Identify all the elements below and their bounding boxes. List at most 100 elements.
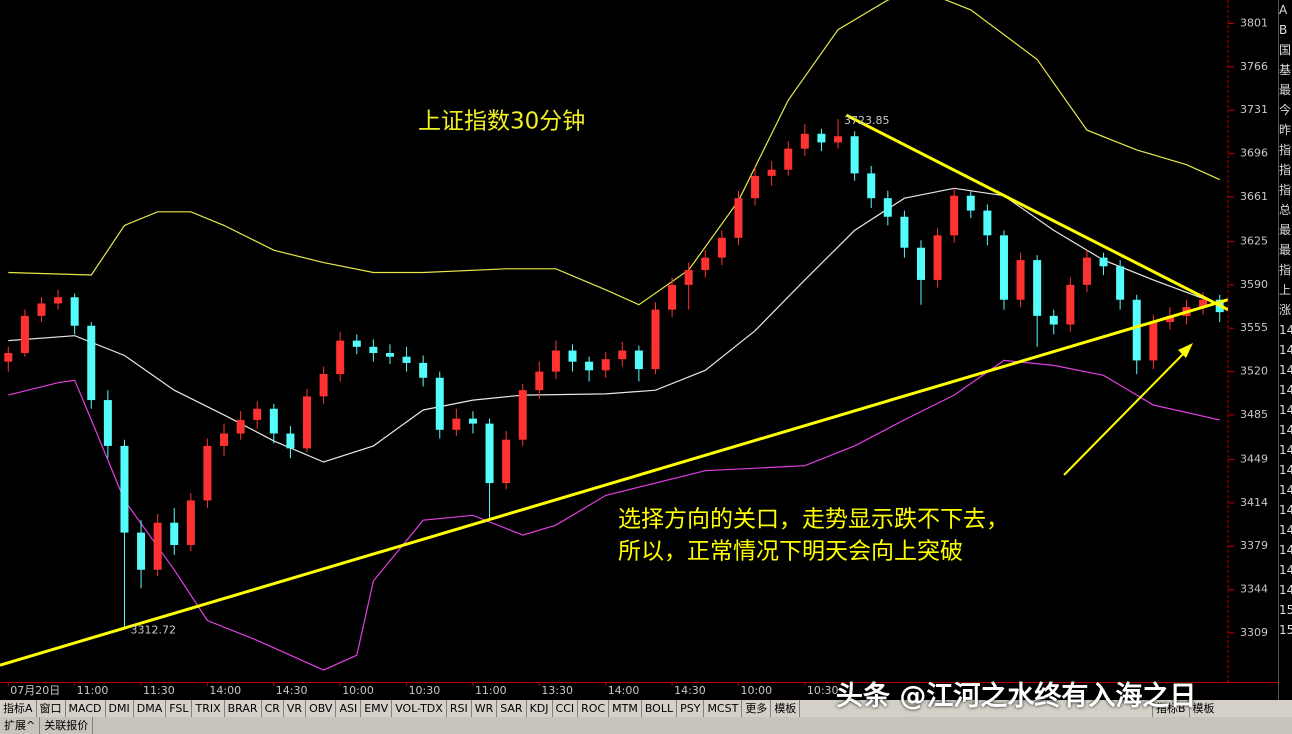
band-line — [8, 359, 1220, 671]
candle-body — [452, 418, 461, 430]
indicator-tab[interactable]: CR — [262, 700, 284, 717]
candle-body — [917, 247, 925, 280]
indicator-tab[interactable]: WR — [472, 700, 498, 717]
bottom-tab[interactable]: 关联报价 — [40, 717, 94, 734]
indicator-tab[interactable]: MTM — [609, 700, 642, 717]
indicator-tab[interactable]: BOLL — [642, 700, 678, 717]
indicator-tab[interactable]: PSY — [677, 700, 705, 717]
indicator-tab[interactable]: 指标B — [1152, 700, 1189, 717]
high-label: 3723.85 — [844, 114, 890, 127]
candle-body — [1049, 315, 1058, 325]
candle-body — [303, 396, 311, 449]
candle-body — [817, 133, 826, 143]
candle-body — [20, 315, 29, 354]
candle-body — [54, 297, 63, 304]
indicator-tab[interactable]: 模板 — [771, 700, 801, 717]
candle-body — [518, 390, 527, 440]
indicator-tab[interactable]: 模板 — [1188, 700, 1218, 717]
candle-body — [286, 433, 295, 449]
indicator-tab[interactable]: KDJ — [527, 700, 553, 717]
candle-body — [120, 445, 129, 533]
candle-body — [1149, 322, 1158, 361]
indicator-tab[interactable]: MCST — [704, 700, 743, 717]
candle-body — [352, 340, 361, 347]
candle-body — [684, 270, 693, 285]
indicator-tab[interactable]: BRAR — [225, 700, 262, 717]
indicator-tab[interactable]: 窗口 — [37, 700, 66, 717]
candle-body — [203, 445, 212, 501]
side-panel-item: 最 — [1279, 83, 1292, 97]
indicator-tab[interactable]: FSL — [166, 700, 193, 717]
side-panel-item: 14 — [1279, 463, 1292, 477]
indicator-tab[interactable]: OBV — [306, 700, 337, 717]
side-panel-item: A — [1279, 3, 1288, 17]
side-panel-item: 指 — [1279, 183, 1292, 197]
x-tick-label: 07月20日 — [10, 684, 60, 697]
candle-body — [137, 532, 146, 570]
y-tick-label: 3414 — [1240, 496, 1268, 509]
indicator-tab[interactable]: EMV — [361, 700, 393, 717]
indicator-tab[interactable]: ASI — [336, 700, 362, 717]
candle-body — [87, 325, 96, 401]
x-tick-label: 13:30 — [541, 684, 573, 697]
indicator-tab[interactable]: SAR — [497, 700, 527, 717]
candle-body — [999, 235, 1008, 300]
indicator-tab[interactable]: DMA — [134, 700, 167, 717]
side-panel-item: 昨 — [1279, 123, 1292, 137]
candle-body — [966, 195, 975, 211]
indicator-tab[interactable]: ROC — [578, 700, 610, 717]
candle-body — [668, 284, 677, 310]
indicator-tab[interactable]: 指标A — [0, 700, 37, 717]
candle-body — [867, 173, 876, 199]
candle-body — [1199, 299, 1208, 308]
candle-body — [933, 235, 942, 280]
side-panel-item: 14 — [1279, 523, 1292, 537]
arrow — [1063, 346, 1191, 476]
trend-line — [845, 113, 1228, 311]
candle-body — [850, 136, 859, 174]
candle-body — [535, 371, 544, 391]
indicator-tab[interactable]: CCI — [553, 700, 579, 717]
indicator-tab[interactable]: MACD — [66, 700, 106, 717]
candle-body — [651, 309, 660, 370]
candle-body — [269, 408, 278, 434]
x-tick-label: 10:30 — [409, 684, 441, 697]
candle-body — [800, 133, 809, 149]
side-panel-item: 14 — [1279, 543, 1292, 557]
side-panel-item: 15 — [1279, 623, 1292, 637]
side-panel-item: B — [1279, 23, 1288, 37]
chart: 上证指数30分钟 选择方向的关口，走势显示跌不下去， 所以，正常情况下明天会向上… — [0, 0, 1278, 697]
candle-body — [1066, 284, 1075, 325]
candle-body — [568, 350, 577, 362]
side-panel-item: 指 — [1279, 143, 1292, 157]
indicator-tab[interactable]: DMI — [106, 700, 134, 717]
side-panel-item: 14 — [1279, 383, 1292, 397]
bottom-tab[interactable]: 扩展^ — [0, 717, 41, 734]
annotation: 选择方向的关口，走势显示跌不下去， — [618, 507, 1009, 533]
candle-body — [70, 297, 79, 326]
indicator-tabs: 指标A 窗口 MACD DMI DMA FSL TRIX BRAR CR VR OBV ASI EMV V… — [0, 700, 1292, 717]
y-tick-label: 3696 — [1240, 147, 1268, 160]
x-tick-label: 10:00 — [342, 684, 374, 697]
indicator-tab[interactable]: RSI — [447, 700, 472, 717]
y-tick-label: 3309 — [1240, 626, 1268, 639]
candle-body — [883, 198, 892, 217]
indicator-tab[interactable]: VOL-TDX — [392, 700, 447, 717]
candle-body — [900, 216, 909, 248]
side-panel-item: 涨 — [1279, 303, 1292, 317]
y-tick-label: 3661 — [1240, 190, 1268, 203]
y-tick-label: 3555 — [1240, 321, 1268, 334]
indicator-tab[interactable]: VR — [284, 700, 307, 717]
chart-title: 上证指数30分钟 — [418, 109, 585, 135]
x-tick-label: 11:30 — [143, 684, 175, 697]
watermark: 头条 @江河之水终有入海之日 — [836, 681, 1197, 712]
side-panel-item: 14 — [1279, 423, 1292, 437]
candle-body — [767, 169, 776, 176]
indicator-tab[interactable]: 更多 — [742, 700, 772, 717]
arrow-head — [1178, 343, 1193, 358]
candle-body — [734, 198, 743, 238]
candle-body — [4, 353, 13, 362]
side-panel-item: 14 — [1279, 443, 1292, 457]
indicator-tab[interactable]: TRIX — [192, 700, 225, 717]
